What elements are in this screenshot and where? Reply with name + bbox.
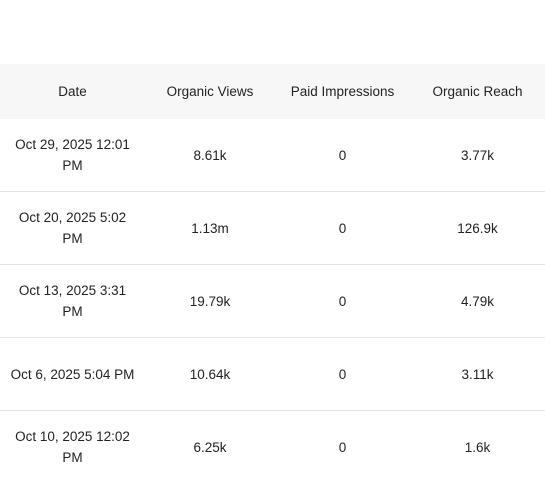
column-header-organic-views[interactable]: Organic Views: [166, 84, 254, 99]
table-row[interactable]: Oct 10, 2025 12:02 PM 6.25k 0 1.6k: [0, 411, 545, 483]
cell-paid-impressions: 0: [338, 147, 347, 163]
table-row[interactable]: Oct 20, 2025 5:02 PM 1.13m 0 126.9k: [0, 192, 545, 265]
cell-organic-reach: 4.79k: [460, 293, 495, 309]
column-header-organic-reach[interactable]: Organic Reach: [432, 84, 523, 99]
cell-paid-impressions: 0: [338, 293, 347, 309]
cell-organic-views: 6.25k: [193, 439, 227, 455]
cell-date: Oct 10, 2025 12:02 PM: [15, 429, 130, 465]
table-row[interactable]: Oct 13, 2025 3:31 PM 19.79k 0 4.79k: [0, 265, 545, 338]
cell-paid-impressions: 0: [338, 366, 347, 382]
column-header-paid-impressions[interactable]: Paid Impressions: [290, 84, 395, 99]
cell-organic-views: 1.13m: [191, 220, 229, 236]
cell-paid-impressions: 0: [338, 220, 347, 236]
cell-date: Oct 13, 2025 3:31 PM: [18, 283, 127, 319]
table-row[interactable]: Oct 6, 2025 5:04 PM 10.64k 0 3.11k: [0, 338, 545, 411]
cell-paid-impressions: 0: [338, 439, 347, 455]
metrics-table: Date Organic Views Paid Impressions Orga…: [0, 64, 545, 483]
column-header-date[interactable]: Date: [58, 84, 87, 99]
cell-organic-reach: 126.9k: [457, 220, 498, 236]
table-row[interactable]: Oct 29, 2025 12:01 PM 8.61k 0 3.77k: [0, 119, 545, 192]
cell-date: Oct 6, 2025 5:04 PM: [10, 366, 135, 382]
cell-organic-reach: 3.11k: [461, 366, 494, 382]
cell-date: Oct 20, 2025 5:02 PM: [18, 210, 127, 246]
cell-organic-views: 10.64k: [189, 366, 231, 382]
cell-organic-reach: 1.6k: [464, 439, 491, 455]
cell-date: Oct 29, 2025 12:01 PM: [15, 137, 130, 173]
cell-organic-views: 19.79k: [189, 293, 231, 309]
table-header: Date Organic Views Paid Impressions Orga…: [0, 64, 545, 119]
cell-organic-views: 8.61k: [193, 147, 227, 163]
cell-organic-reach: 3.77k: [460, 147, 495, 163]
